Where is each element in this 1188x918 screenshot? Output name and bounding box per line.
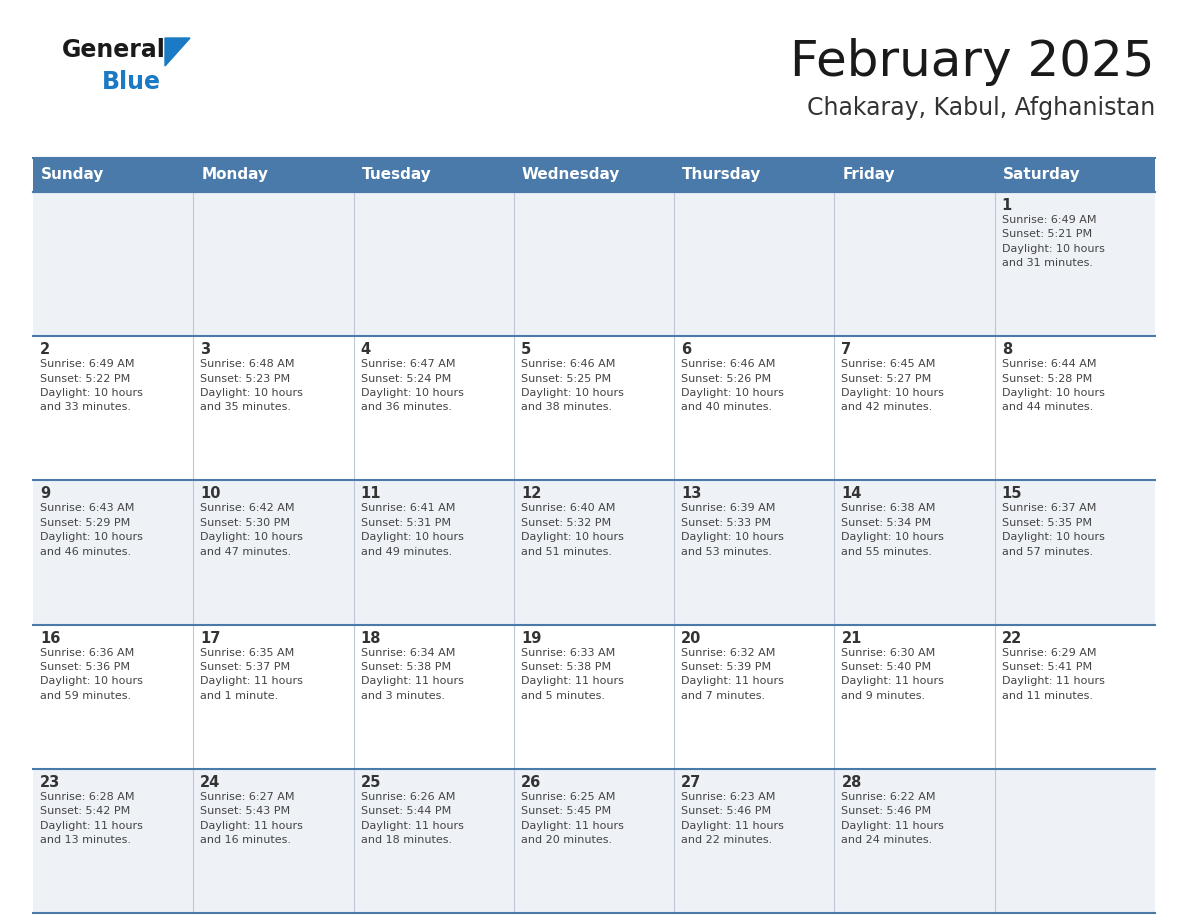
Text: Sunrise: 6:38 AM
Sunset: 5:34 PM
Daylight: 10 hours
and 55 minutes.: Sunrise: 6:38 AM Sunset: 5:34 PM Dayligh… xyxy=(841,503,944,556)
Text: 11: 11 xyxy=(361,487,381,501)
Text: Sunrise: 6:41 AM
Sunset: 5:31 PM
Daylight: 10 hours
and 49 minutes.: Sunrise: 6:41 AM Sunset: 5:31 PM Dayligh… xyxy=(361,503,463,556)
Text: Saturday: Saturday xyxy=(1003,167,1080,183)
Bar xyxy=(33,192,1155,336)
Bar xyxy=(33,336,1155,480)
Text: Sunrise: 6:46 AM
Sunset: 5:26 PM
Daylight: 10 hours
and 40 minutes.: Sunrise: 6:46 AM Sunset: 5:26 PM Dayligh… xyxy=(681,359,784,412)
Text: 12: 12 xyxy=(520,487,542,501)
Text: Sunrise: 6:49 AM
Sunset: 5:22 PM
Daylight: 10 hours
and 33 minutes.: Sunrise: 6:49 AM Sunset: 5:22 PM Dayligh… xyxy=(40,359,143,412)
Text: 8: 8 xyxy=(1001,342,1012,357)
Text: Monday: Monday xyxy=(201,167,268,183)
Text: 22: 22 xyxy=(1001,631,1022,645)
Text: Sunrise: 6:36 AM
Sunset: 5:36 PM
Daylight: 10 hours
and 59 minutes.: Sunrise: 6:36 AM Sunset: 5:36 PM Dayligh… xyxy=(40,647,143,700)
Text: Sunrise: 6:29 AM
Sunset: 5:41 PM
Daylight: 11 hours
and 11 minutes.: Sunrise: 6:29 AM Sunset: 5:41 PM Dayligh… xyxy=(1001,647,1105,700)
Text: 16: 16 xyxy=(40,631,61,645)
Text: Friday: Friday xyxy=(842,167,895,183)
Text: Chakaray, Kabul, Afghanistan: Chakaray, Kabul, Afghanistan xyxy=(807,96,1155,120)
Text: 6: 6 xyxy=(681,342,691,357)
Polygon shape xyxy=(165,38,190,66)
Text: Sunrise: 6:47 AM
Sunset: 5:24 PM
Daylight: 10 hours
and 36 minutes.: Sunrise: 6:47 AM Sunset: 5:24 PM Dayligh… xyxy=(361,359,463,412)
Bar xyxy=(33,480,1155,624)
Text: 14: 14 xyxy=(841,487,861,501)
Text: 25: 25 xyxy=(361,775,381,789)
Text: 9: 9 xyxy=(40,487,50,501)
Text: 23: 23 xyxy=(40,775,61,789)
Text: Sunrise: 6:43 AM
Sunset: 5:29 PM
Daylight: 10 hours
and 46 minutes.: Sunrise: 6:43 AM Sunset: 5:29 PM Dayligh… xyxy=(40,503,143,556)
Text: Sunday: Sunday xyxy=(42,167,105,183)
Text: Sunrise: 6:23 AM
Sunset: 5:46 PM
Daylight: 11 hours
and 22 minutes.: Sunrise: 6:23 AM Sunset: 5:46 PM Dayligh… xyxy=(681,792,784,845)
Text: Sunrise: 6:22 AM
Sunset: 5:46 PM
Daylight: 11 hours
and 24 minutes.: Sunrise: 6:22 AM Sunset: 5:46 PM Dayligh… xyxy=(841,792,944,845)
Text: 15: 15 xyxy=(1001,487,1022,501)
Text: Thursday: Thursday xyxy=(682,167,762,183)
Text: Sunrise: 6:25 AM
Sunset: 5:45 PM
Daylight: 11 hours
and 20 minutes.: Sunrise: 6:25 AM Sunset: 5:45 PM Dayligh… xyxy=(520,792,624,845)
Text: 13: 13 xyxy=(681,487,702,501)
Text: 7: 7 xyxy=(841,342,852,357)
Bar xyxy=(33,158,1155,192)
Bar xyxy=(33,624,1155,768)
Text: Sunrise: 6:46 AM
Sunset: 5:25 PM
Daylight: 10 hours
and 38 minutes.: Sunrise: 6:46 AM Sunset: 5:25 PM Dayligh… xyxy=(520,359,624,412)
Text: February 2025: February 2025 xyxy=(790,38,1155,86)
Text: 17: 17 xyxy=(201,631,221,645)
Text: Sunrise: 6:28 AM
Sunset: 5:42 PM
Daylight: 11 hours
and 13 minutes.: Sunrise: 6:28 AM Sunset: 5:42 PM Dayligh… xyxy=(40,792,143,845)
Text: Sunrise: 6:32 AM
Sunset: 5:39 PM
Daylight: 11 hours
and 7 minutes.: Sunrise: 6:32 AM Sunset: 5:39 PM Dayligh… xyxy=(681,647,784,700)
Text: 3: 3 xyxy=(201,342,210,357)
Text: Sunrise: 6:27 AM
Sunset: 5:43 PM
Daylight: 11 hours
and 16 minutes.: Sunrise: 6:27 AM Sunset: 5:43 PM Dayligh… xyxy=(201,792,303,845)
Text: Sunrise: 6:26 AM
Sunset: 5:44 PM
Daylight: 11 hours
and 18 minutes.: Sunrise: 6:26 AM Sunset: 5:44 PM Dayligh… xyxy=(361,792,463,845)
Text: 2: 2 xyxy=(40,342,50,357)
Text: Sunrise: 6:49 AM
Sunset: 5:21 PM
Daylight: 10 hours
and 31 minutes.: Sunrise: 6:49 AM Sunset: 5:21 PM Dayligh… xyxy=(1001,215,1105,268)
Text: Sunrise: 6:44 AM
Sunset: 5:28 PM
Daylight: 10 hours
and 44 minutes.: Sunrise: 6:44 AM Sunset: 5:28 PM Dayligh… xyxy=(1001,359,1105,412)
Text: Sunrise: 6:42 AM
Sunset: 5:30 PM
Daylight: 10 hours
and 47 minutes.: Sunrise: 6:42 AM Sunset: 5:30 PM Dayligh… xyxy=(201,503,303,556)
Text: 1: 1 xyxy=(1001,198,1012,213)
Text: 27: 27 xyxy=(681,775,701,789)
Text: 20: 20 xyxy=(681,631,702,645)
Text: General: General xyxy=(62,38,166,62)
Text: Sunrise: 6:40 AM
Sunset: 5:32 PM
Daylight: 10 hours
and 51 minutes.: Sunrise: 6:40 AM Sunset: 5:32 PM Dayligh… xyxy=(520,503,624,556)
Text: Sunrise: 6:35 AM
Sunset: 5:37 PM
Daylight: 11 hours
and 1 minute.: Sunrise: 6:35 AM Sunset: 5:37 PM Dayligh… xyxy=(201,647,303,700)
Text: Sunrise: 6:30 AM
Sunset: 5:40 PM
Daylight: 11 hours
and 9 minutes.: Sunrise: 6:30 AM Sunset: 5:40 PM Dayligh… xyxy=(841,647,944,700)
Text: 21: 21 xyxy=(841,631,861,645)
Text: 19: 19 xyxy=(520,631,542,645)
Text: Sunrise: 6:33 AM
Sunset: 5:38 PM
Daylight: 11 hours
and 5 minutes.: Sunrise: 6:33 AM Sunset: 5:38 PM Dayligh… xyxy=(520,647,624,700)
Text: Sunrise: 6:34 AM
Sunset: 5:38 PM
Daylight: 11 hours
and 3 minutes.: Sunrise: 6:34 AM Sunset: 5:38 PM Dayligh… xyxy=(361,647,463,700)
Text: Wednesday: Wednesday xyxy=(522,167,620,183)
Text: 5: 5 xyxy=(520,342,531,357)
Text: Sunrise: 6:37 AM
Sunset: 5:35 PM
Daylight: 10 hours
and 57 minutes.: Sunrise: 6:37 AM Sunset: 5:35 PM Dayligh… xyxy=(1001,503,1105,556)
Text: 26: 26 xyxy=(520,775,541,789)
Text: Blue: Blue xyxy=(102,70,162,94)
Bar xyxy=(33,768,1155,913)
Text: 24: 24 xyxy=(201,775,221,789)
Text: Sunrise: 6:39 AM
Sunset: 5:33 PM
Daylight: 10 hours
and 53 minutes.: Sunrise: 6:39 AM Sunset: 5:33 PM Dayligh… xyxy=(681,503,784,556)
Text: Sunrise: 6:45 AM
Sunset: 5:27 PM
Daylight: 10 hours
and 42 minutes.: Sunrise: 6:45 AM Sunset: 5:27 PM Dayligh… xyxy=(841,359,944,412)
Text: 28: 28 xyxy=(841,775,861,789)
Text: 4: 4 xyxy=(361,342,371,357)
Text: Tuesday: Tuesday xyxy=(361,167,431,183)
Text: 18: 18 xyxy=(361,631,381,645)
Text: Sunrise: 6:48 AM
Sunset: 5:23 PM
Daylight: 10 hours
and 35 minutes.: Sunrise: 6:48 AM Sunset: 5:23 PM Dayligh… xyxy=(201,359,303,412)
Text: 10: 10 xyxy=(201,487,221,501)
